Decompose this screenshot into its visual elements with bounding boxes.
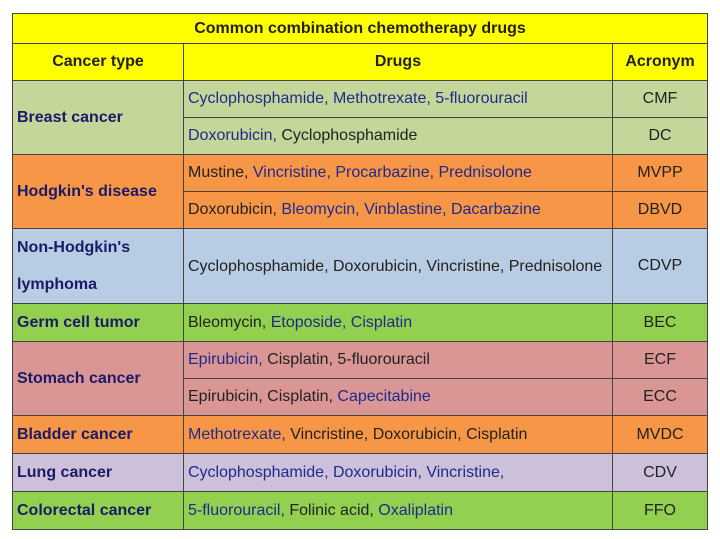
drugs-cell: Cyclophosphamide, Doxorubicin, Vincristi… — [183, 228, 613, 304]
table-row: Doxorubicin, Cyclophosphamide DC — [12, 117, 708, 155]
header-cell: Cancer type — [12, 43, 184, 81]
drug-name: 5-fluorouracil — [337, 351, 430, 368]
acronym: ECC — [612, 378, 708, 416]
header-row: Cancer type Drugs Acronym — [12, 43, 708, 81]
drugs-cell: Cyclophosphamide, Doxorubicin, Vincristi… — [183, 453, 613, 492]
table-title: Common combination chemotherapy drugs — [12, 13, 708, 44]
drug-name: Vincristine, — [426, 257, 509, 275]
drug-name: Prednisolone — [508, 257, 603, 275]
acronym: DBVD — [612, 191, 708, 229]
drug-name: Doxorubicin, — [332, 463, 427, 481]
chemo-table: Common combination chemotherapy drugs Ca… — [12, 13, 708, 530]
drug-name: Bleomycin, — [281, 201, 365, 218]
header-cell: Acronym — [612, 43, 708, 81]
drug-name: Procarbazine, — [335, 164, 439, 181]
drug-name: Prednisolone — [438, 164, 532, 181]
table-row: Non-Hodgkin's lymphoma Cyclophosphamide, … — [12, 228, 708, 304]
header-cell: Drugs — [183, 43, 613, 81]
drug-name: Vincristine, — [426, 463, 505, 481]
drug-name: Cisplatin — [466, 425, 528, 443]
drugs-cell: Bleomycin, Etoposide, Cisplatin — [183, 303, 613, 342]
drug-name: Cyclophosphamide, — [188, 463, 333, 481]
acronym: CDVP — [612, 228, 708, 304]
cancer-type: Non-Hodgkin's lymphoma — [12, 228, 184, 304]
table-row: Germ cell tumor Bleomycin, Etoposide, Cis… — [12, 303, 708, 342]
cancer-type: Colorectal cancer — [12, 491, 184, 530]
drugs-cell: Cyclophosphamide, Methotrexate, 5-fluoro… — [183, 80, 613, 118]
acronym: CMF — [612, 80, 708, 118]
drug-name: Folinic acid, — [289, 501, 379, 519]
drugs-cell: Epirubicin, Cisplatin, 5-fluorouracil — [183, 341, 613, 379]
title-row: Common combination chemotherapy drugs — [12, 13, 708, 44]
acronym: MVPP — [612, 154, 708, 192]
drug-name: Vincristine, — [252, 164, 336, 181]
drug-name: Cyclophosphamide, — [188, 90, 333, 107]
table-body: Common combination chemotherapy drugs Ca… — [12, 13, 708, 530]
drug-name: Doxorubicin, — [372, 425, 467, 443]
drug-name: Doxorubicin, — [188, 127, 282, 144]
drug-name: Capecitabine — [337, 388, 431, 405]
table-row: Bladder cancer Methotrexate, Vincristine,… — [12, 415, 708, 454]
drug-name: Oxaliplatin — [378, 501, 453, 519]
drug-name: Vinblastine, — [364, 201, 451, 218]
drug-name: Bleomycin, — [188, 313, 271, 331]
table-row: Lung cancer Cyclophosphamide, Doxorubicin… — [12, 453, 708, 492]
acronym: BEC — [612, 303, 708, 342]
drugs-cell: Mustine, Vincristine, Procarbazine, Pred… — [183, 154, 613, 192]
drugs-cell: Epirubicin, Cisplatin, Capecitabine — [183, 378, 613, 416]
acronym: CDV — [612, 453, 708, 492]
drug-name: Dacarbazine — [450, 201, 541, 218]
drugs-cell: 5-fluorouracil, Folinic acid, Oxaliplati… — [183, 491, 613, 530]
drug-name: Epirubicin, — [188, 351, 268, 368]
cancer-type: Breast cancer — [12, 80, 184, 155]
drug-name: Vincristine, — [290, 425, 373, 443]
acronym: MVDC — [612, 415, 708, 454]
acronym: DC — [612, 117, 708, 155]
cancer-type: Lung cancer — [12, 453, 184, 492]
table-row: Breast cancer Cyclophosphamide, Methotrex… — [12, 80, 708, 155]
cancer-type: Stomach cancer — [12, 341, 184, 416]
acronym: FFO — [612, 491, 708, 530]
drug-name: Mustine, — [188, 164, 253, 181]
drug-name: Epirubicin, — [188, 388, 268, 405]
drug-name: Cyclophosphamide — [281, 127, 418, 144]
table-row: Stomach cancer Epirubicin, Cisplatin, 5-f… — [12, 341, 708, 416]
cancer-type: Germ cell tumor — [12, 303, 184, 342]
drug-name: Cyclophosphamide, — [188, 257, 333, 275]
drug-name: Methotrexate, — [332, 90, 436, 107]
drugs-cell: Doxorubicin, Cyclophosphamide — [183, 117, 613, 155]
cancer-type: Bladder cancer — [12, 415, 184, 454]
drug-name: Cisplatin, — [267, 351, 338, 368]
table-row: Colorectal cancer 5-fluorouracil, Folinic… — [12, 491, 708, 530]
drug-name: Cisplatin, — [267, 388, 338, 405]
drugs-cell: Doxorubicin, Bleomycin, Vinblastine, Dac… — [183, 191, 613, 229]
acronym: ECF — [612, 341, 708, 379]
drug-name: 5-fluorouracil — [435, 90, 528, 107]
drug-name: Doxorubicin, — [332, 257, 427, 275]
drug-name: Cisplatin — [350, 313, 413, 331]
drug-name: Methotrexate, — [188, 425, 291, 443]
drug-name: 5-fluorouracil, — [188, 501, 290, 519]
drugs-cell: Methotrexate, Vincristine, Doxorubicin, … — [183, 415, 613, 454]
table-row: Hodgkin's disease Mustine, Vincristine, P… — [12, 154, 708, 229]
drug-name: Doxorubicin, — [188, 201, 282, 218]
cancer-type: Hodgkin's disease — [12, 154, 184, 229]
drug-name: Etoposide, — [270, 313, 351, 331]
